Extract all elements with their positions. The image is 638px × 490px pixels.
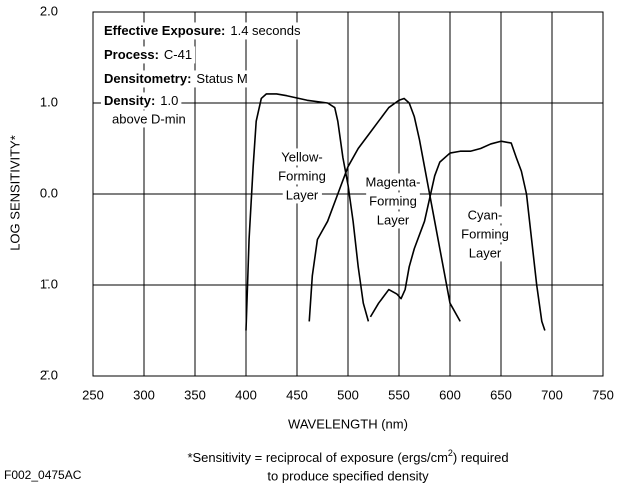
annotation-label: Process: <box>104 47 159 62</box>
label-background <box>109 110 189 128</box>
plot-frame <box>92 11 604 377</box>
annotation: Process: C-41 <box>104 47 192 62</box>
label-background <box>282 186 322 204</box>
footnote-sup: 2 <box>448 448 453 458</box>
layer-label: Forming <box>461 226 509 241</box>
annotation: Density: 1.0 <box>104 93 178 108</box>
footnote: to produce specified density <box>267 468 429 483</box>
label-background <box>373 211 413 229</box>
annotation-value: Status M <box>196 71 247 86</box>
layer-label: Layer <box>469 245 502 260</box>
figure-code: F002_0475AC <box>4 468 82 482</box>
x-tick-label: 250 <box>82 387 104 402</box>
sensitivity-curve <box>369 140 546 331</box>
layer-label: Layer <box>377 212 410 227</box>
x-tick-label: 350 <box>184 387 206 402</box>
x-tick-label: 650 <box>490 387 512 402</box>
y-tick-label: 2.0 <box>40 3 58 18</box>
x-tick-label: 450 <box>286 387 308 402</box>
annotation-value: 1.0 <box>160 93 178 108</box>
x-tick-label: 300 <box>133 387 155 402</box>
y-tick-label: 2̄.0 <box>40 367 58 382</box>
label-background <box>101 70 251 88</box>
layer-label: Forming <box>369 193 417 208</box>
layer-label: Yellow- <box>281 149 322 164</box>
label-background <box>275 167 329 185</box>
annotation-label: Density: <box>104 93 155 108</box>
label-background <box>362 173 424 191</box>
label-background <box>464 206 506 224</box>
x-tick-label: 500 <box>337 387 359 402</box>
layer-label: Magenta- <box>366 174 421 189</box>
label-background <box>101 92 182 110</box>
y-tick-label: 1.0 <box>40 94 58 109</box>
sensitivity-curve <box>245 93 370 331</box>
x-tick-label: 600 <box>439 387 461 402</box>
x-axis-label: WAVELENGTH (nm) <box>288 416 408 431</box>
layer-label: Layer <box>286 187 319 202</box>
annotation: above D-min <box>112 111 186 126</box>
annotation-label: Effective Exposure: <box>104 23 225 38</box>
footnote: *Sensitivity = reciprocal of exposure (e… <box>187 448 508 465</box>
annotation-value: C-41 <box>164 47 192 62</box>
y-axis-label: LOG SENSITIVITY* <box>7 135 22 251</box>
x-tick-label: 750 <box>592 387 614 402</box>
footnote-text: ) required <box>453 450 509 465</box>
annotation-label: Densitometry: <box>104 71 191 86</box>
layer-label: Forming <box>278 168 326 183</box>
annotation-value: 1.4 seconds <box>230 23 301 38</box>
label-background <box>366 192 420 210</box>
x-tick-label: 550 <box>388 387 410 402</box>
layer-label: Cyan- <box>468 207 503 222</box>
sensitivity-curve <box>308 97 461 322</box>
annotation: Densitometry: Status M <box>104 71 248 86</box>
x-tick-label: 400 <box>235 387 257 402</box>
label-background <box>278 148 326 166</box>
label-background <box>465 244 505 262</box>
x-tick-label: 700 <box>541 387 563 402</box>
y-tick-label: 0.0 <box>40 185 58 200</box>
footnote-text: *Sensitivity = reciprocal of exposure (e… <box>187 450 447 465</box>
annotation: Effective Exposure: 1.4 seconds <box>104 23 301 38</box>
y-tick-label: 1̄.0 <box>40 276 58 291</box>
label-background <box>101 22 304 40</box>
label-background <box>458 225 512 243</box>
label-background <box>101 46 196 64</box>
